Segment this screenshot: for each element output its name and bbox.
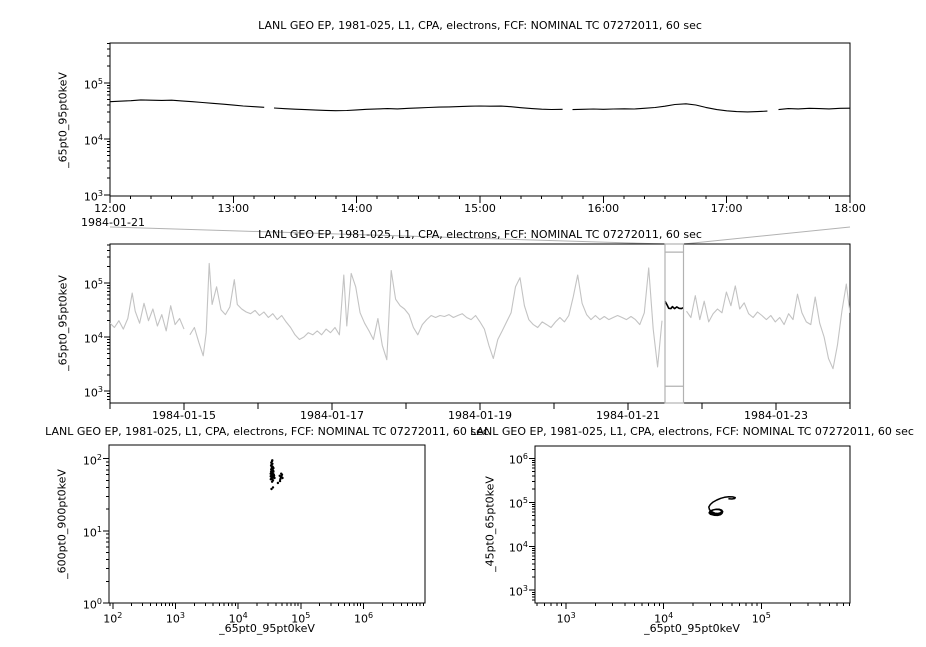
plot3-frame [108,444,426,604]
y-tick-label: 105 [83,76,103,92]
x-tick-label: 103 [556,611,576,626]
y-tick-label: 103 [508,584,528,599]
y-tick-label: 106 [508,452,528,467]
plot4-title: LANL GEO EP, 1981-025, L1, CPA, electron… [470,425,914,438]
x-tick-label: 1984-01-17 [300,409,364,422]
plot2-region[interactable] [110,244,850,403]
x-tick-label: 15:00 [464,202,496,215]
y-tick-label: 102 [82,452,102,468]
x-tick-label: 14:00 [340,202,373,215]
x-tick-label: 1984-01-15 [152,409,216,422]
plot4-ylabel: _45pt0_65pt0keV [483,476,497,572]
loop-series-path [708,496,736,517]
x-tick-label: 13:00 [217,202,250,215]
plot4-region[interactable] [535,446,850,603]
y-tick-label: 104 [83,331,103,346]
plot3-xlabel: _65pt0_95pt0keV [219,622,315,635]
x-tick-label: 104 [654,611,674,626]
x-tick-label: 18:00 [834,202,866,215]
plot1-date-label: 1984-01-21 [81,216,145,229]
y-tick-label: 104 [508,540,528,555]
plot3-region[interactable] [109,445,425,603]
y-tick-label: 103 [83,385,103,400]
x-tick-label: 12:00 [94,202,126,215]
x-tick-label: 1984-01-19 [448,409,512,422]
detail-series-path [110,99,850,113]
x-tick-label: 16:00 [587,202,620,215]
plot1-region[interactable] [110,43,850,196]
x-tick-label: 1984-01-23 [744,409,808,422]
zoom-region-indicator[interactable] [664,243,685,404]
y-tick-label: 105 [83,276,103,292]
y-tick-label: 100 [82,597,102,612]
x-tick-label: 105 [751,611,771,626]
plot1-title: LANL GEO EP, 1981-025, L1, CPA, electron… [258,19,702,32]
x-tick-label: 106 [354,611,374,626]
plot4-frame [534,445,851,604]
x-tick-label: 102 [103,611,123,626]
x-tick-label: 105 [291,611,311,626]
context-series-path [110,262,850,370]
scatter-points [269,459,284,491]
plot3-title: LANL GEO EP, 1981-025, L1, CPA, electron… [45,425,489,438]
y-tick-label: 101 [82,524,102,540]
x-tick-label: 104 [228,611,248,626]
x-tick-label: 17:00 [710,202,743,215]
highlight-series-path [664,300,684,310]
x-tick-label: 103 [165,611,185,626]
plot4-xlabel: _65pt0_95pt0keV [644,622,740,635]
y-tick-label: 104 [83,132,103,148]
plot2-title: LANL GEO EP, 1981-025, L1, CPA, electron… [258,228,702,241]
y-tick-label: 105 [508,496,528,511]
y-tick-label: 103 [83,188,103,204]
x-tick-label: 1984-01-21 [596,409,660,422]
